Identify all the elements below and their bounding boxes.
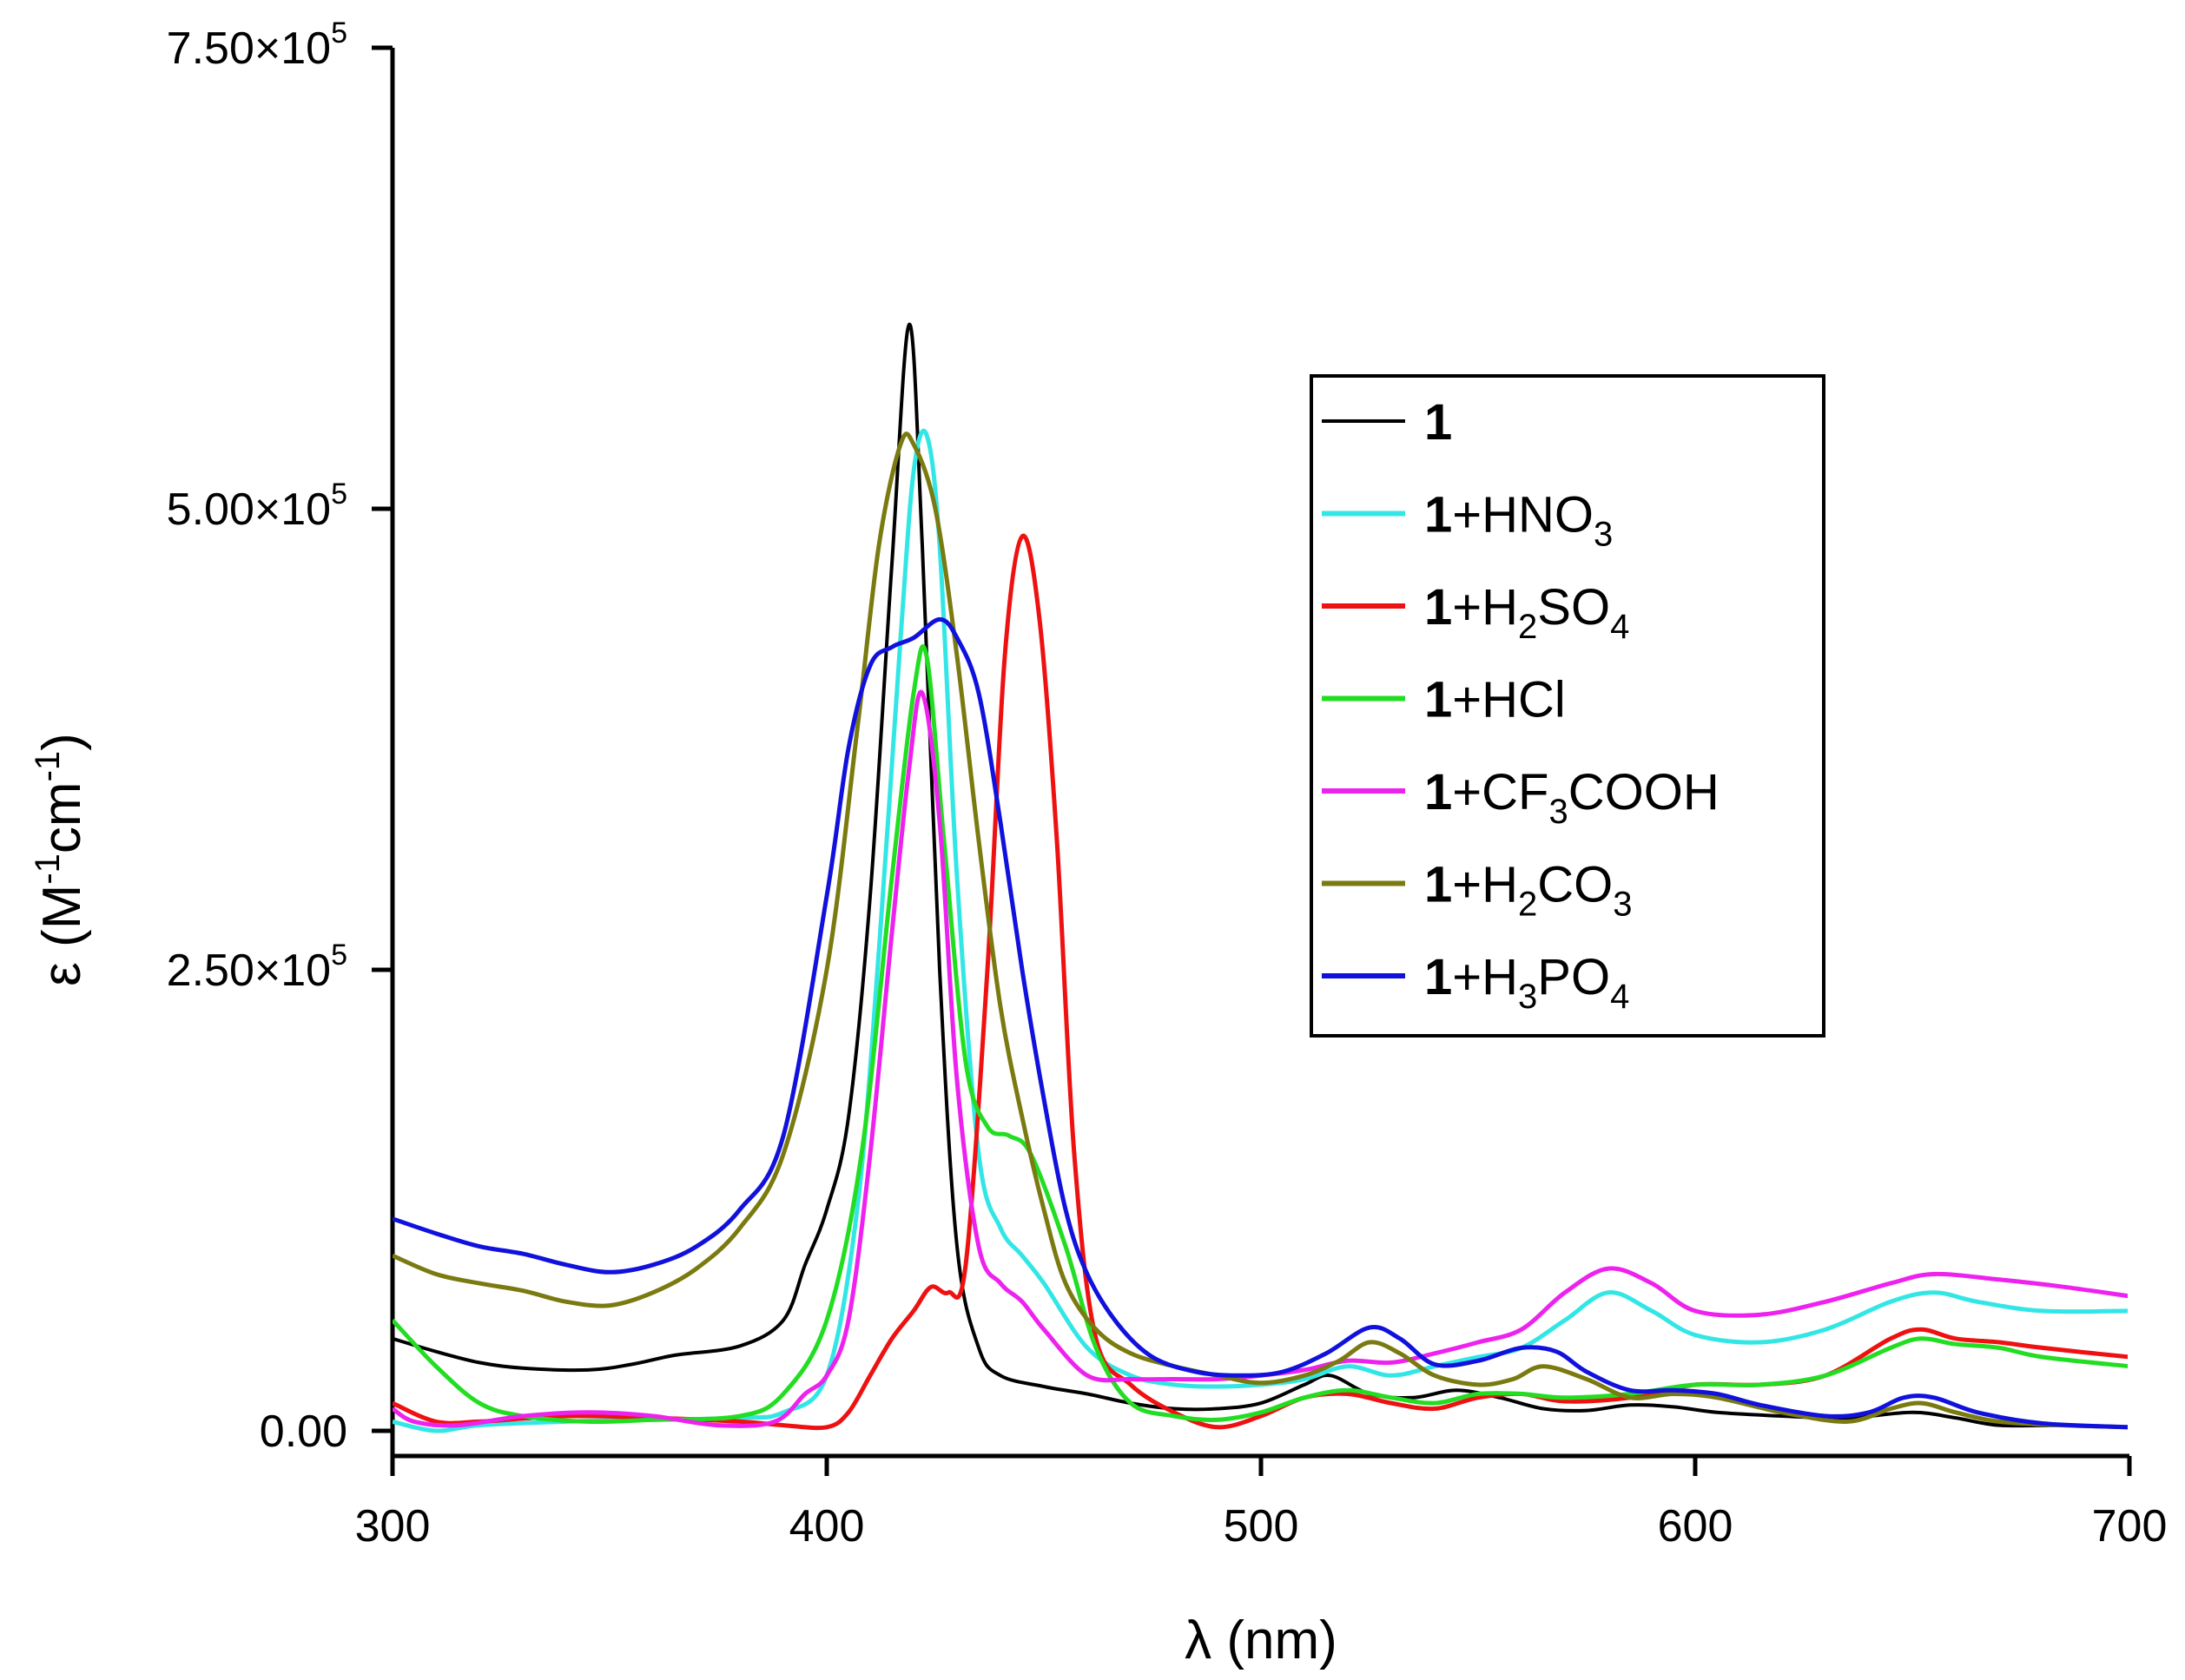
legend: 1 1+HNO3 1+H2SO4 1+HCl 1+CF3COOH 1+H2CO3 1+H3P… xyxy=(1310,374,1825,1038)
x-tick-label: 600 xyxy=(1658,1501,1733,1552)
y-tick-label: 2.50×105 xyxy=(167,939,347,996)
x-ticks: 300 400 500 600 700 xyxy=(355,1456,2168,1552)
legend-label: 1+H2SO4 xyxy=(1424,579,1629,646)
x-tick-label: 400 xyxy=(789,1501,865,1552)
x-tick-label: 300 xyxy=(355,1501,431,1552)
series-line-1 xyxy=(393,322,2128,1429)
legend-label: 1+H3PO4 xyxy=(1424,949,1629,1016)
y-tick-label: 5.00×105 xyxy=(167,478,347,535)
series-line-1-h2co3 xyxy=(393,432,2128,1430)
series-line-1-hcl xyxy=(393,644,2128,1425)
y-tick-label: 0.00 xyxy=(260,1407,347,1457)
y-tick-label: 7.50×105 xyxy=(167,16,347,74)
series-line-1-cf3cooh xyxy=(393,689,2128,1428)
legend-label: 1+HCl xyxy=(1424,672,1566,728)
x-axis-title: λ (nm) xyxy=(1185,1611,1337,1670)
legend-label: 1 xyxy=(1424,394,1452,451)
series-line-1-h3po4 xyxy=(393,616,2128,1430)
x-tick-label: 500 xyxy=(1224,1501,1299,1552)
y-axis-title: ε (M-1cm-1) xyxy=(29,733,92,986)
x-tick-label: 700 xyxy=(2092,1501,2168,1552)
series-line-1-hno3 xyxy=(393,428,2128,1433)
legend-box xyxy=(1310,374,1825,1038)
y-ticks: 0.00 2.50×105 5.00×105 7.50×105 xyxy=(167,16,393,1457)
legend-label: 1+CF3COOH xyxy=(1424,764,1720,831)
legend-label: 1+HNO3 xyxy=(1424,487,1613,554)
legend-label: 1+H2CO3 xyxy=(1424,857,1633,924)
series-lines xyxy=(393,322,2128,1433)
